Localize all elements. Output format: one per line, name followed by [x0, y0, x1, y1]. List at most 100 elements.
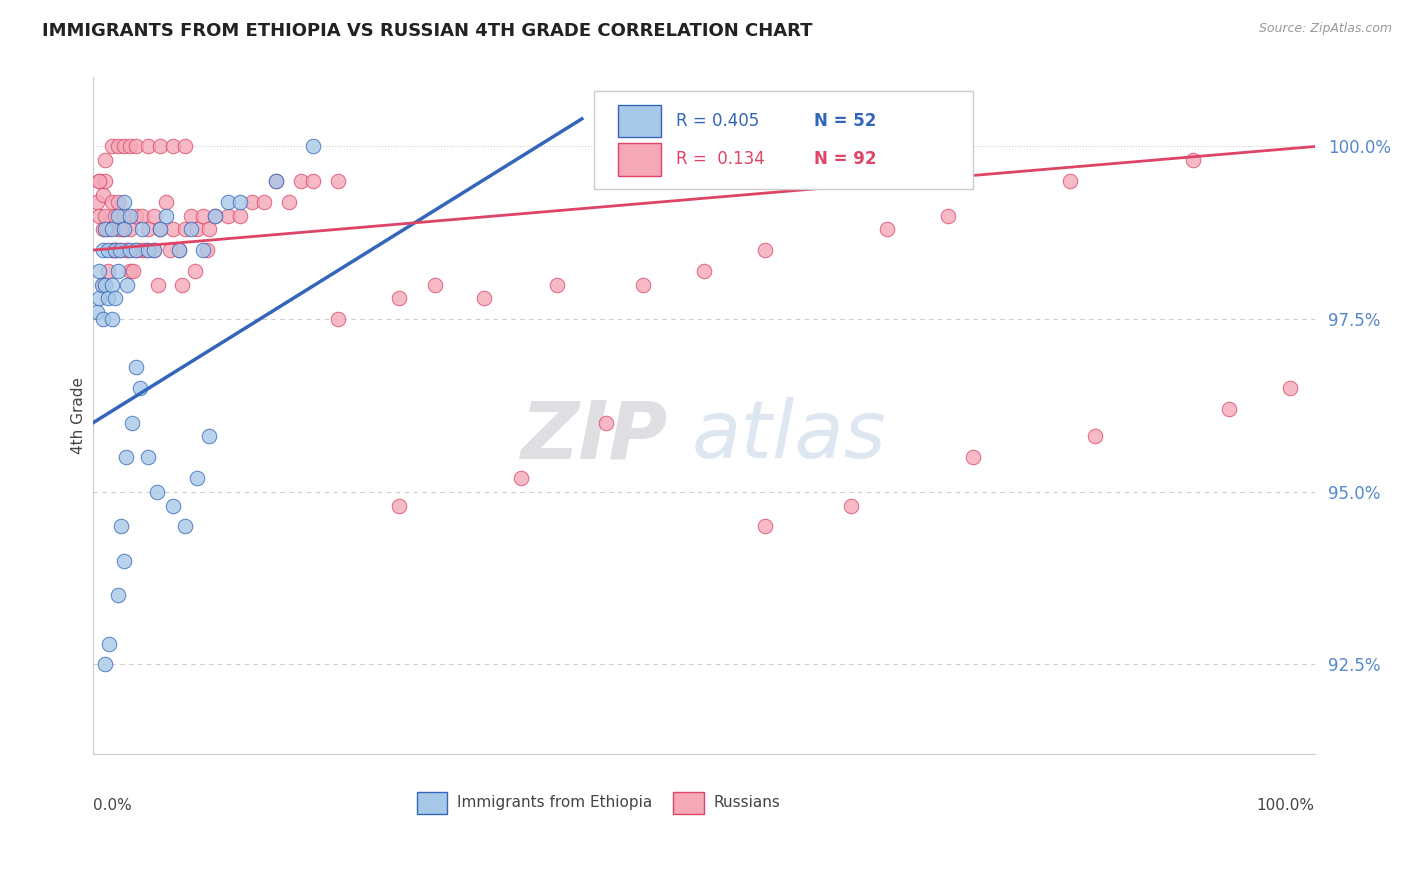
- Point: [110, 222, 132, 236]
- Point: [173, 222, 195, 236]
- Text: N = 92: N = 92: [814, 151, 876, 169]
- Point: [115, 450, 138, 465]
- Point: [229, 194, 252, 209]
- Point: [128, 381, 150, 395]
- Point: [108, 243, 131, 257]
- Point: [136, 243, 159, 257]
- Point: [97, 292, 120, 306]
- Point: [136, 450, 159, 465]
- Point: [118, 139, 141, 153]
- Text: IMMIGRANTS FROM ETHIOPIA VS RUSSIAN 4TH GRADE CORRELATION CHART: IMMIGRANTS FROM ETHIOPIA VS RUSSIAN 4TH …: [42, 22, 813, 40]
- Point: [131, 209, 153, 223]
- Point: [104, 292, 127, 306]
- Point: [326, 312, 349, 326]
- Point: [97, 264, 120, 278]
- Point: [149, 222, 172, 236]
- Point: [100, 243, 122, 257]
- Point: [89, 209, 111, 223]
- Point: [936, 209, 959, 223]
- FancyBboxPatch shape: [619, 143, 661, 176]
- Point: [94, 277, 117, 292]
- Point: [94, 222, 117, 236]
- Point: [198, 222, 221, 236]
- Point: [91, 277, 114, 292]
- Point: [145, 484, 167, 499]
- Point: [107, 139, 129, 153]
- Point: [94, 153, 117, 168]
- Point: [173, 139, 195, 153]
- Point: [754, 519, 776, 533]
- Point: [104, 243, 127, 257]
- Point: [112, 222, 135, 236]
- Point: [89, 174, 111, 188]
- Point: [302, 139, 325, 153]
- Point: [118, 264, 141, 278]
- Text: N = 52: N = 52: [814, 112, 876, 129]
- Point: [86, 194, 108, 209]
- Point: [186, 471, 208, 485]
- Point: [112, 554, 135, 568]
- Point: [290, 174, 312, 188]
- Point: [98, 637, 121, 651]
- Point: [167, 243, 190, 257]
- FancyBboxPatch shape: [619, 104, 661, 137]
- Point: [387, 499, 409, 513]
- Text: Immigrants from Ethiopia: Immigrants from Ethiopia: [457, 796, 652, 810]
- Point: [143, 209, 166, 223]
- Text: R = 0.405: R = 0.405: [676, 112, 759, 129]
- Point: [91, 243, 114, 257]
- Point: [240, 194, 263, 209]
- Point: [100, 312, 122, 326]
- Point: [131, 222, 153, 236]
- Point: [266, 174, 288, 188]
- Point: [97, 222, 120, 236]
- Point: [125, 360, 148, 375]
- Point: [155, 209, 177, 223]
- Point: [100, 222, 122, 236]
- Point: [125, 243, 148, 257]
- Point: [1279, 381, 1302, 395]
- Point: [94, 657, 117, 672]
- Point: [100, 277, 122, 292]
- Point: [162, 139, 184, 153]
- Point: [121, 416, 143, 430]
- Point: [509, 471, 531, 485]
- Text: Source: ZipAtlas.com: Source: ZipAtlas.com: [1258, 22, 1392, 36]
- Point: [91, 312, 114, 326]
- Point: [91, 222, 114, 236]
- Point: [125, 209, 148, 223]
- Text: ZIP: ZIP: [520, 397, 668, 475]
- Point: [89, 292, 111, 306]
- Point: [162, 222, 184, 236]
- Point: [253, 194, 276, 209]
- Point: [94, 209, 117, 223]
- Point: [266, 174, 288, 188]
- Y-axis label: 4th Grade: 4th Grade: [72, 377, 86, 454]
- Point: [94, 174, 117, 188]
- Point: [89, 264, 111, 278]
- Point: [97, 243, 120, 257]
- Point: [104, 243, 127, 257]
- Point: [1084, 429, 1107, 443]
- Point: [118, 222, 141, 236]
- Point: [117, 243, 139, 257]
- Point: [191, 209, 214, 223]
- Point: [143, 243, 166, 257]
- Point: [112, 139, 135, 153]
- Point: [149, 222, 172, 236]
- Point: [131, 243, 153, 257]
- FancyBboxPatch shape: [418, 792, 447, 814]
- Point: [173, 519, 195, 533]
- Point: [186, 222, 208, 236]
- Text: 0.0%: 0.0%: [93, 798, 132, 814]
- Point: [125, 243, 148, 257]
- FancyBboxPatch shape: [673, 792, 704, 814]
- Point: [217, 209, 239, 223]
- Point: [162, 499, 184, 513]
- Point: [89, 174, 111, 188]
- Point: [112, 209, 135, 223]
- Point: [146, 277, 169, 292]
- Point: [122, 264, 145, 278]
- Point: [229, 209, 252, 223]
- Point: [876, 222, 898, 236]
